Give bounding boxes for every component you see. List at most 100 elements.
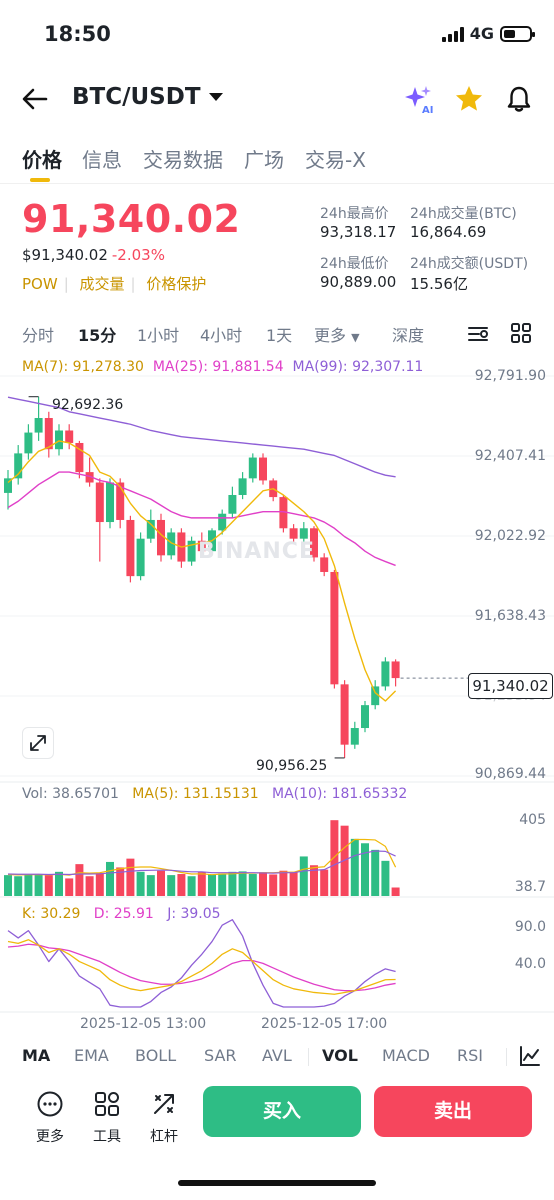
tf-depth[interactable]: 深度 [392, 326, 425, 345]
volume-bar [187, 876, 196, 896]
ma99-line [7, 396, 396, 478]
caret-down-icon [208, 93, 223, 101]
leverage-tool[interactable]: 杠杆 [146, 1090, 182, 1146]
indicator-sar[interactable]: SAR [204, 1046, 237, 1065]
volume-bar [85, 876, 94, 896]
divider [506, 1048, 507, 1066]
buy-button[interactable]: 买入 [203, 1086, 361, 1137]
price-axis-label: 91,638.43 [474, 608, 546, 624]
indicator-ma[interactable]: MA [22, 1046, 51, 1065]
divider [308, 1048, 309, 1066]
header: BTC/USDT AI [0, 74, 554, 124]
tools-tool-label: 工具 [93, 1129, 121, 1145]
candle-body [65, 430, 74, 443]
favorite-star-icon[interactable] [454, 84, 484, 114]
stat-vol-usdt: 15.56亿 [410, 275, 468, 293]
chart-settings-icon[interactable] [466, 322, 490, 346]
stat-vol-btc-label: 24h成交量(BTC) [410, 206, 517, 222]
watermark: BINANCE [198, 539, 315, 564]
price-axis-label: 92,407.41 [474, 448, 546, 464]
candle-body [126, 519, 135, 577]
badge-pow[interactable]: POW [22, 275, 58, 293]
volume-bar [350, 838, 359, 896]
vol-legend: Vol: 38.65701 [22, 786, 119, 802]
volume-bar [24, 874, 33, 896]
candle-body [187, 540, 196, 562]
tf-4h[interactable]: 4小时 [200, 326, 243, 345]
candle-body [75, 442, 84, 473]
volume-bar [4, 875, 12, 896]
candle-body [320, 557, 329, 572]
fullscreen-button[interactable] [22, 727, 54, 759]
tab-info[interactable]: 信息 [82, 148, 122, 172]
candle-body [218, 513, 227, 531]
kdj-j-legend: J: 39.05 [167, 906, 221, 922]
candle-body [157, 519, 165, 556]
back-arrow-icon[interactable] [20, 86, 50, 112]
candle-body [330, 571, 339, 685]
vol-ma10-line [7, 850, 396, 876]
indicator-avl[interactable]: AVL [262, 1046, 292, 1065]
home-indicator [178, 1180, 376, 1186]
pair-selector[interactable]: BTC/USDT [72, 84, 223, 110]
volume-bar [361, 843, 369, 896]
indicator-chart-icon[interactable] [518, 1044, 542, 1068]
volume-bar [371, 849, 380, 896]
price-axis-label: 90,869.44 [474, 766, 546, 782]
tf-15m[interactable]: 15分 [78, 326, 117, 345]
indicator-ema[interactable]: EMA [74, 1046, 109, 1065]
sell-button[interactable]: 卖出 [374, 1086, 532, 1137]
page-tabs: 价格 信息 交易数据 广场 交易-X [0, 140, 554, 184]
stat-high-label: 24h最高价 [320, 206, 389, 222]
tf-line[interactable]: 分时 [22, 326, 55, 345]
candle-body [350, 728, 359, 745]
tf-1d[interactable]: 1天 [266, 326, 293, 345]
indicator-vol[interactable]: VOL [322, 1046, 358, 1065]
volume-bar [14, 876, 23, 896]
volume-bar [320, 869, 329, 896]
volume-legend: Vol: 38.65701 MA(5): 131.15131 MA(10): 1… [22, 786, 407, 802]
tab-trading-data[interactable]: 交易数据 [143, 148, 223, 172]
candle-body [136, 538, 145, 577]
ai-sparkle-icon[interactable]: AI [404, 84, 434, 114]
price-axis-label: 92,022.92 [474, 528, 546, 544]
status-time: 18:50 [44, 22, 111, 46]
more-tool[interactable]: 更多 [32, 1090, 68, 1146]
expand-icon [30, 735, 46, 751]
candle-body [146, 519, 155, 539]
time-axis-label: 2025-12-05 13:00 [80, 1016, 207, 1032]
candle-body [310, 528, 318, 558]
candle-body [197, 540, 206, 552]
more-tool-label: 更多 [36, 1129, 64, 1145]
badge-price-protection[interactable]: 价格保护 [146, 275, 207, 293]
volume-bar [340, 825, 349, 896]
badge-volume[interactable]: 成交量 [79, 275, 125, 293]
tf-more[interactable]: 更多 ▼ [314, 322, 360, 346]
volume-bar [228, 871, 237, 896]
network-type: 4G [469, 24, 494, 43]
stat-vol-usdt-label: 24h成交额(USDT) [410, 256, 529, 272]
candle-body [381, 661, 390, 687]
grid-layout-icon[interactable] [510, 322, 532, 344]
indicator-rsi[interactable]: RSI [457, 1046, 483, 1065]
volume-bar [381, 860, 390, 896]
kdj-k-legend: K: 30.29 [22, 906, 81, 922]
kline-chart[interactable] [0, 352, 554, 1032]
tools-tool[interactable]: 工具 [89, 1090, 125, 1146]
tab-trade-x[interactable]: 交易-X [305, 148, 366, 172]
indicator-boll[interactable]: BOLL [135, 1046, 177, 1065]
low-annotation: 90,956.25 [256, 758, 328, 774]
indicator-tabs: MA EMA BOLL SAR AVL VOL MACD RSI [0, 1044, 554, 1070]
volume-bar [157, 870, 165, 896]
indicator-macd[interactable]: MACD [382, 1046, 430, 1065]
candle-body [24, 432, 33, 454]
tab-square[interactable]: 广场 [244, 148, 284, 172]
volume-bar [238, 871, 247, 896]
tf-1h[interactable]: 1小时 [137, 326, 180, 345]
caret-down-icon: ▼ [351, 331, 360, 344]
candle-body [4, 478, 12, 493]
candle-body [361, 705, 369, 729]
tab-price[interactable]: 价格 [22, 148, 62, 172]
status-indicators: 4G [441, 24, 535, 43]
bell-icon[interactable] [504, 84, 534, 114]
